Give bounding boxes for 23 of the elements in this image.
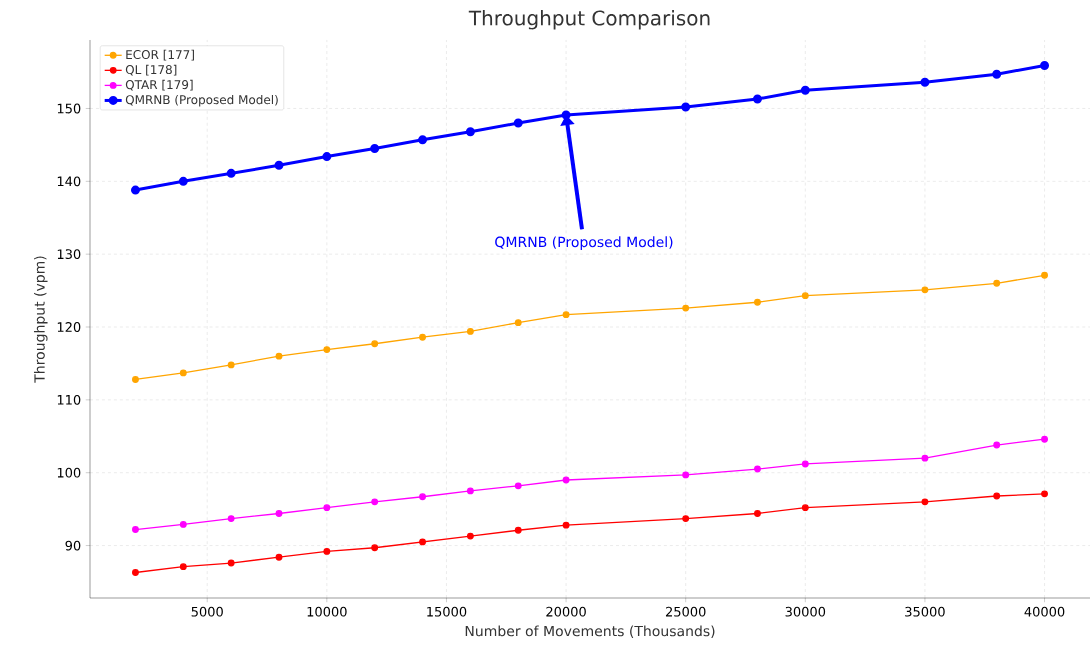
x-tick-label: 15000 xyxy=(427,606,467,617)
y-tick-label: 120 xyxy=(57,322,81,332)
x-tick-label: 10000 xyxy=(307,606,347,617)
y-tick-label: 140 xyxy=(57,176,81,187)
legend-label: QMRNB (Proposed Model) xyxy=(125,94,278,107)
legend-label: QTAR [179] xyxy=(125,79,193,91)
x-tick-label: 30000 xyxy=(785,606,826,617)
x-tick-label: 35000 xyxy=(905,606,945,617)
x-tick-label: 25000 xyxy=(665,606,706,617)
y-tick-label: 100 xyxy=(57,467,81,478)
chart-title: Throughput Comparison xyxy=(468,10,710,30)
y-tick-label: 90 xyxy=(65,540,81,551)
y-tick-label: 150 xyxy=(57,103,81,114)
legend-label: QL [178] xyxy=(125,64,177,76)
annotation: QMRNB (Proposed Model) xyxy=(495,236,673,250)
x-tick-label: 5000 xyxy=(191,606,223,617)
x-tick-label: 40000 xyxy=(1024,606,1065,617)
y-tick-label: 110 xyxy=(57,394,81,405)
y-tick-label: 130 xyxy=(57,249,81,260)
y-axis-title: Throughput (vpm) xyxy=(33,256,48,383)
x-tick-label: 20000 xyxy=(546,606,586,617)
legend-label: ECOR [177] xyxy=(126,49,194,61)
x-axis-title: Number of Movements (Thousands) xyxy=(465,625,715,638)
